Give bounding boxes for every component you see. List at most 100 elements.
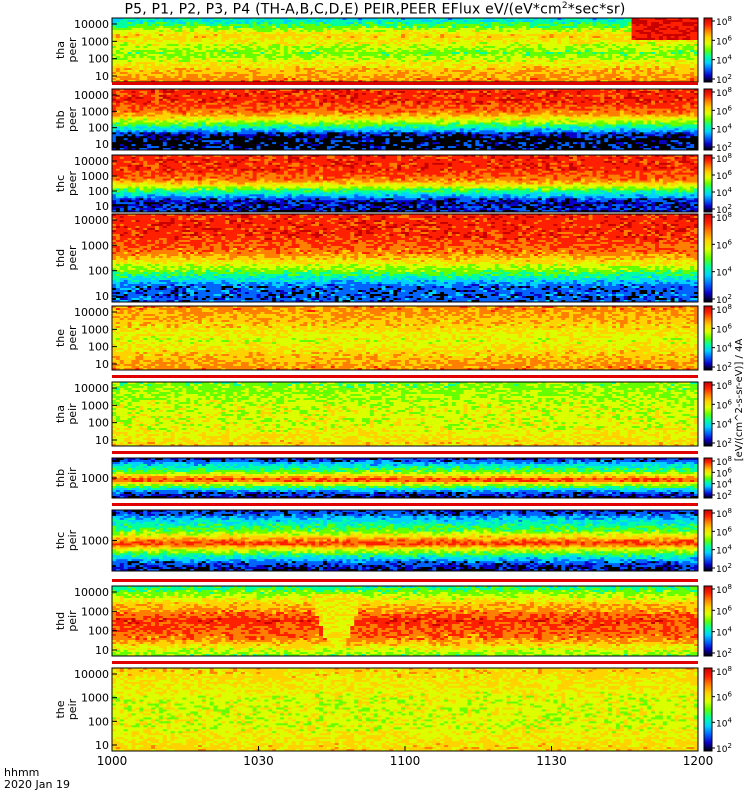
colorbar-tick-label: 106 (716, 691, 732, 704)
colorbar-tick-label: 106 (716, 169, 732, 182)
colorbar (704, 458, 712, 498)
spectrogram-panel-the-peir (112, 668, 699, 752)
y-tick-label: 10 (95, 739, 109, 752)
spectrogram-panel-thb-peer (112, 89, 699, 151)
y-tick-label: 10 (95, 290, 109, 303)
colorbar-tick-label: 108 (716, 379, 732, 392)
y-tick-label: 1000 (81, 35, 109, 48)
colorbar-tick-label: 102 (716, 437, 732, 450)
spectrogram-panel-tha-peir (112, 382, 699, 447)
panel-label-instrument: peir (66, 403, 79, 425)
y-tick-label: 10000 (74, 668, 109, 681)
colorbar-tick-label: 104 (716, 716, 732, 729)
colorbar-tick-label: 102 (716, 489, 732, 502)
colorbar (704, 155, 712, 212)
colorbar (704, 214, 712, 302)
colorbar-tick-label: 102 (716, 361, 732, 374)
data-gap-bar (112, 579, 698, 582)
colorbar-tick-label: 106 (716, 322, 732, 335)
data-gap-gap (112, 454, 698, 456)
y-tick-label: 100 (88, 417, 109, 430)
panel-label-instrument: peer (66, 107, 79, 133)
y-tick-label: 1000 (81, 472, 109, 485)
colorbar-tick-label: 106 (716, 398, 732, 411)
x-tick-label: 1100 (390, 754, 421, 768)
data-gap-bar (112, 82, 698, 85)
colorbar (704, 89, 712, 150)
y-tick-label: 10 (95, 70, 109, 83)
colorbar-tick-label: 104 (716, 123, 732, 136)
spectrogram-panel-thd-peir (112, 586, 699, 657)
colorbar-tick-label: 106 (716, 525, 732, 538)
colorbar-tick-label: 108 (716, 583, 732, 596)
panel-label-instrument: peir (66, 610, 79, 632)
colorbar-tick-label: 102 (716, 562, 732, 575)
panel-label-instrument: peer (66, 325, 79, 351)
panel-label-instrument: peir (66, 698, 79, 720)
y-tick-label: 100 (88, 341, 109, 354)
colorbar (704, 586, 712, 656)
colorbar (704, 382, 712, 446)
colorbar-tick-label: 102 (716, 647, 732, 660)
colorbar-tick-label: 104 (716, 266, 732, 279)
y-tick-label: 1000 (81, 239, 109, 252)
colorbar (704, 668, 712, 751)
y-tick-label: 10000 (74, 586, 109, 599)
y-tick-label: 10 (95, 644, 109, 657)
y-tick-label: 100 (88, 53, 109, 66)
y-tick-label: 100 (88, 715, 109, 728)
panel-label-instrument: peir (66, 467, 79, 489)
colorbar-tick-label: 106 (716, 238, 732, 251)
data-gap-bar (112, 451, 698, 454)
colorbar (704, 510, 712, 571)
spectrogram-panel-thb-peir (112, 458, 699, 499)
y-tick-label: 100 (88, 265, 109, 278)
y-tick-label: 1000 (81, 692, 109, 705)
x-tick-label: 1030 (243, 754, 274, 768)
y-tick-label: 100 (88, 122, 109, 135)
colorbar-tick-label: 106 (716, 104, 732, 117)
panel-label-instrument: peer (66, 245, 79, 271)
spectrogram-panel-thc-peir (112, 510, 699, 572)
plot-title: P5, P1, P2, P3, P4 (TH-A,B,C,D,E) PEIR,P… (0, 1, 750, 18)
colorbar-tick-label: 108 (716, 86, 732, 99)
data-gap-bar (112, 503, 698, 506)
colorbar-tick-label: 106 (716, 34, 732, 47)
data-gap-gap (112, 85, 698, 87)
y-tick-label: 10000 (74, 155, 109, 168)
y-tick-label: 10000 (74, 214, 109, 227)
y-tick-label: 1000 (81, 399, 109, 412)
colorbar-tick-label: 108 (716, 665, 732, 678)
y-tick-label: 10000 (74, 18, 109, 31)
y-tick-label: 1000 (81, 170, 109, 183)
y-tick-label: 10 (95, 200, 109, 213)
colorbar-tick-label: 104 (716, 626, 732, 639)
colorbar-tick-label: 102 (716, 742, 732, 755)
panel-label-instrument: peir (66, 529, 79, 551)
y-tick-label: 10 (95, 358, 109, 371)
panel-label-instrument: peer (66, 37, 79, 63)
colorbar (704, 306, 712, 370)
y-tick-label: 1000 (81, 605, 109, 618)
colorbar (704, 18, 712, 82)
panel-label-instrument: peer (66, 171, 79, 197)
data-gap-bar (112, 375, 698, 378)
data-gap-gap (112, 582, 698, 584)
colorbar-tick-label: 106 (716, 604, 732, 617)
colorbar-tick-label: 102 (716, 73, 732, 86)
data-gap-gap (112, 378, 698, 380)
data-gap-bar (112, 661, 698, 664)
colorbar-tick-label: 104 (716, 342, 732, 355)
spectrogram-panel-the-peer (112, 306, 699, 371)
spectrogram-figure: P5, P1, P2, P3, P4 (TH-A,B,C,D,E) PEIR,P… (0, 0, 750, 800)
y-tick-label: 10 (95, 138, 109, 151)
x-tick-label: 1000 (97, 754, 128, 768)
colorbar-tick-label: 104 (716, 54, 732, 67)
y-tick-label: 1000 (81, 535, 109, 548)
y-tick-label: 10000 (74, 382, 109, 395)
spectrogram-panel-thd-peer (112, 214, 699, 303)
spectrogram-panel-tha-peer (112, 18, 699, 83)
spectrogram-panel-thc-peer (112, 155, 699, 213)
x-tick-label: 1200 (683, 754, 714, 768)
y-tick-label: 100 (88, 185, 109, 198)
